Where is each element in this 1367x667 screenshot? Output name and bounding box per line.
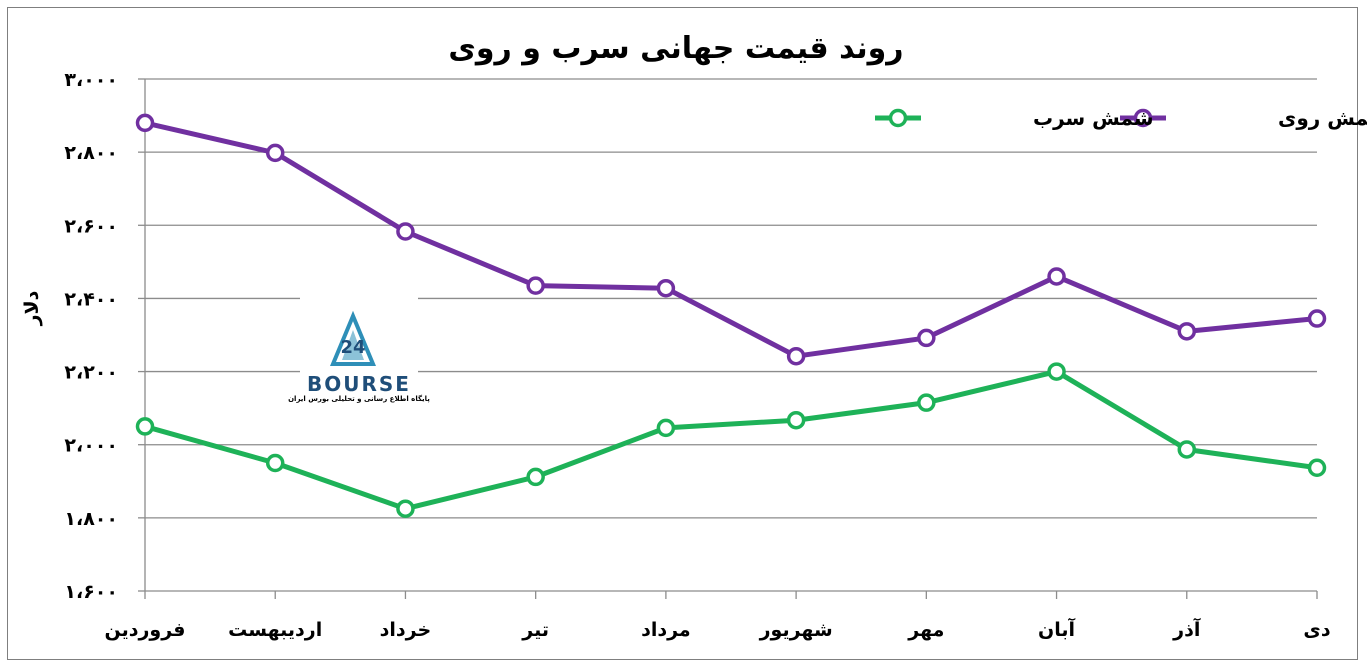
y-axis-label: دلار <box>21 290 43 326</box>
data-point <box>396 499 415 518</box>
watermark-logo-text: BOURSE <box>307 372 411 396</box>
y-tick-label: ۲،۰۰۰ <box>64 435 118 457</box>
legend-marker <box>888 108 908 128</box>
legend: شمش روی شمش سرب <box>875 106 1367 130</box>
series-line <box>144 120 1318 359</box>
x-tick-label: فروردین <box>105 619 186 641</box>
y-tick-label: ۱،۸۰۰ <box>64 508 118 530</box>
data-point <box>786 410 806 430</box>
data-point <box>526 276 545 295</box>
data-point <box>917 393 936 412</box>
series-line <box>144 369 1318 512</box>
bourse24-watermark: BOURSE پایگاه اطلاع رسانی و تحلیلی بورس … <box>288 296 430 408</box>
data-point <box>1047 362 1066 381</box>
data-point <box>265 143 285 163</box>
data-point <box>1307 458 1327 478</box>
x-tick-label: مهر <box>907 619 944 641</box>
legend-label: شمش روی <box>1278 106 1367 130</box>
data-point <box>786 346 806 366</box>
x-tick-label: اردیبهست <box>228 619 322 641</box>
data-point <box>1047 267 1066 286</box>
data-point <box>526 467 545 487</box>
data-point <box>656 278 676 298</box>
data-point <box>917 328 936 348</box>
data-point <box>135 113 155 133</box>
y-tick-label: ۳،۰۰۰ <box>64 69 118 91</box>
series <box>135 113 1327 518</box>
x-tick-label: دی <box>1303 619 1330 641</box>
x-tick-label: خرداد <box>380 619 432 641</box>
gridlines <box>145 78 1317 519</box>
data-point <box>656 418 676 438</box>
series-group <box>135 362 1327 518</box>
chart-title: روند قیمت جهانی سرب و روی <box>448 31 903 66</box>
series-group <box>135 113 1327 366</box>
x-tick-label: آبان <box>1038 617 1075 641</box>
data-point <box>265 453 285 473</box>
x-tick-label: مرداد <box>641 619 691 641</box>
legend-marker <box>1133 108 1153 128</box>
y-tick-label: ۱،۶۰۰ <box>64 581 118 603</box>
x-tick-label: آذر <box>1172 617 1201 641</box>
bourse24-logo-icon <box>330 310 376 366</box>
watermark-logo-number: 24 <box>340 337 365 358</box>
y-tick-label: ۲،۸۰۰ <box>64 142 118 164</box>
data-point <box>135 417 155 436</box>
x-tick-label: تیر <box>521 619 549 641</box>
data-point <box>396 222 415 241</box>
y-tick-label: ۲،۴۰۰ <box>64 288 118 310</box>
axes: ۱،۶۰۰ ۱،۸۰۰ ۲،۰۰۰ ۲،۲۰۰ ۲،۴۰۰ ۲،۶۰۰ ۲،۸۰۰ ۳،۰۰۰… <box>64 69 1330 641</box>
data-point <box>1177 440 1197 459</box>
data-point <box>1307 309 1327 328</box>
x-tick-label: شهریور <box>759 619 833 641</box>
data-point <box>1177 322 1197 341</box>
watermark-caption: پایگاه اطلاع رسانی و تحلیلی بورس ایران <box>288 394 430 403</box>
legend-label: شمش سرب <box>1033 106 1154 130</box>
y-tick-label: ۲،۶۰۰ <box>64 215 118 237</box>
y-tick-label: ۲،۲۰۰ <box>64 362 118 384</box>
